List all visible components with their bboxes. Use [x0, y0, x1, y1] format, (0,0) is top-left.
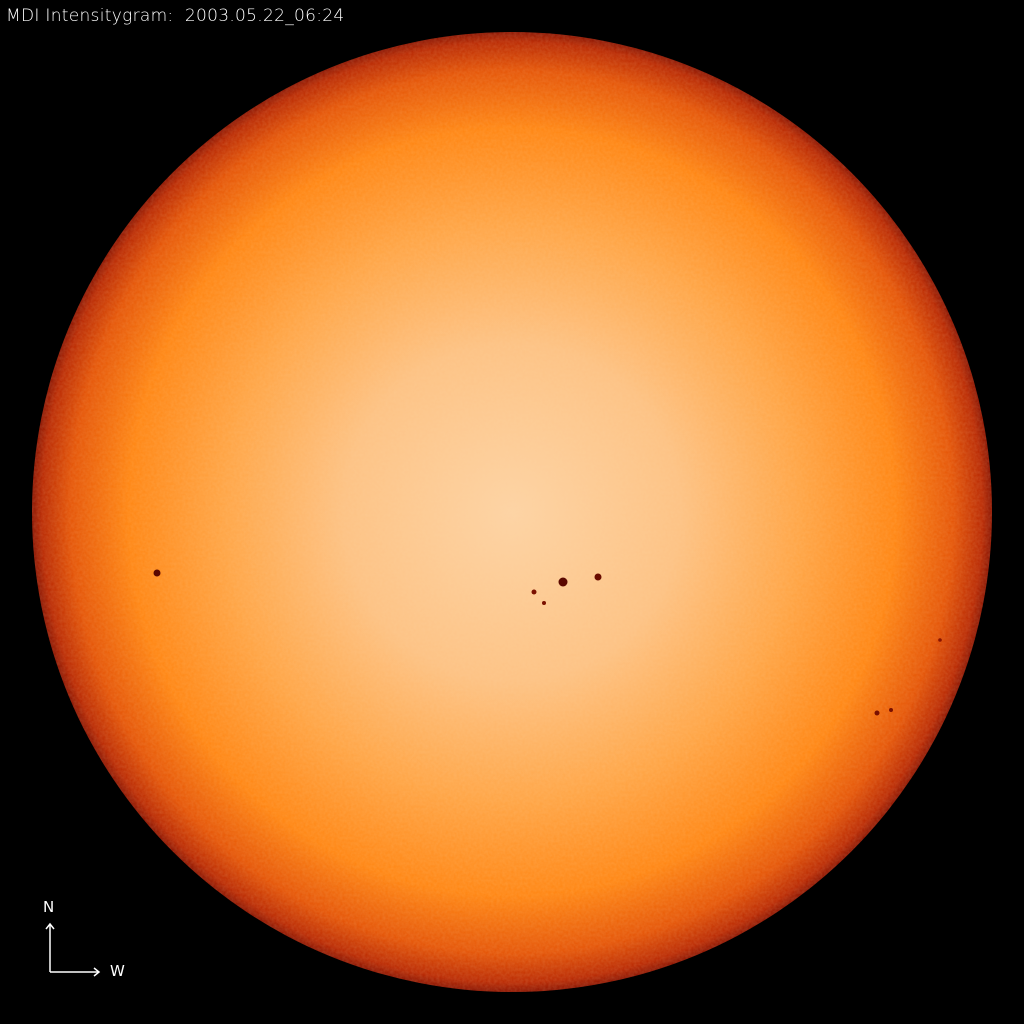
west-label: W: [110, 962, 125, 980]
sunspot-group: [153, 569, 942, 716]
north-label: N: [43, 898, 55, 916]
sunspot: [938, 638, 942, 642]
sunspot: [874, 710, 880, 716]
sunspot: [542, 601, 546, 605]
sunspot: [558, 577, 568, 587]
sunspot: [594, 573, 602, 581]
sunspot: [153, 569, 161, 577]
sunspot: [889, 708, 893, 712]
image-title: MDI Intensitygram: 2003.05.22_06:24: [6, 6, 345, 26]
sunspot: [531, 589, 537, 595]
granulation-texture: [32, 32, 992, 992]
compass-arrows: [45, 922, 101, 977]
